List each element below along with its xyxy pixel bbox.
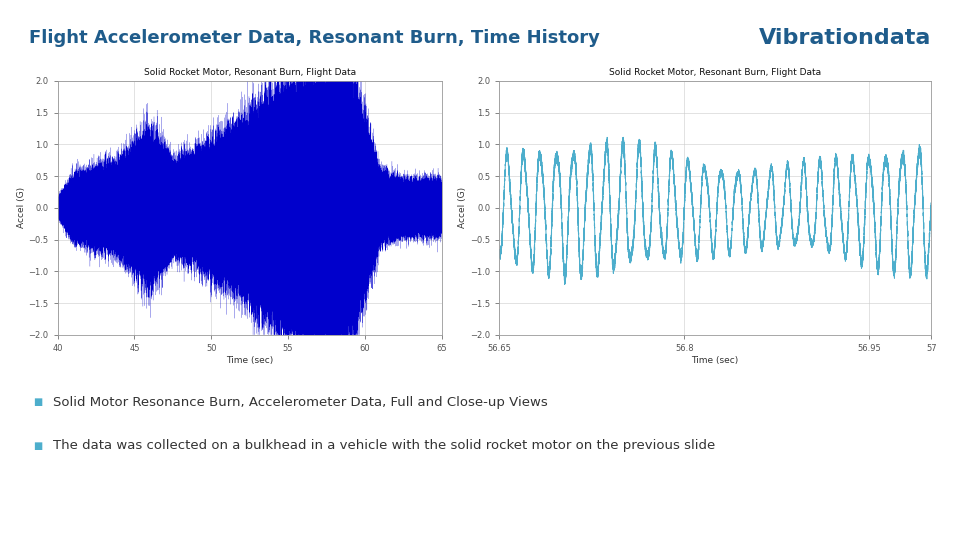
Text: ■: ■ bbox=[34, 441, 43, 450]
Text: Vibrationdata: Vibrationdata bbox=[758, 28, 931, 48]
Y-axis label: Accel (G): Accel (G) bbox=[16, 187, 26, 228]
Text: ■: ■ bbox=[34, 397, 43, 407]
Title: Solid Rocket Motor, Resonant Burn, Flight Data: Solid Rocket Motor, Resonant Burn, Fligh… bbox=[610, 69, 821, 77]
X-axis label: Time (sec): Time (sec) bbox=[226, 356, 274, 364]
Text: Flight Accelerometer Data, Resonant Burn, Time History: Flight Accelerometer Data, Resonant Burn… bbox=[29, 29, 600, 47]
X-axis label: Time (sec): Time (sec) bbox=[691, 356, 739, 364]
Y-axis label: Accel (G): Accel (G) bbox=[458, 187, 468, 228]
Text: The data was collected on a bulkhead in a vehicle with the solid rocket motor on: The data was collected on a bulkhead in … bbox=[53, 439, 715, 452]
Title: Solid Rocket Motor, Resonant Burn, Flight Data: Solid Rocket Motor, Resonant Burn, Fligh… bbox=[144, 69, 355, 77]
Text: Solid Motor Resonance Burn, Accelerometer Data, Full and Close-up Views: Solid Motor Resonance Burn, Acceleromete… bbox=[53, 396, 547, 409]
